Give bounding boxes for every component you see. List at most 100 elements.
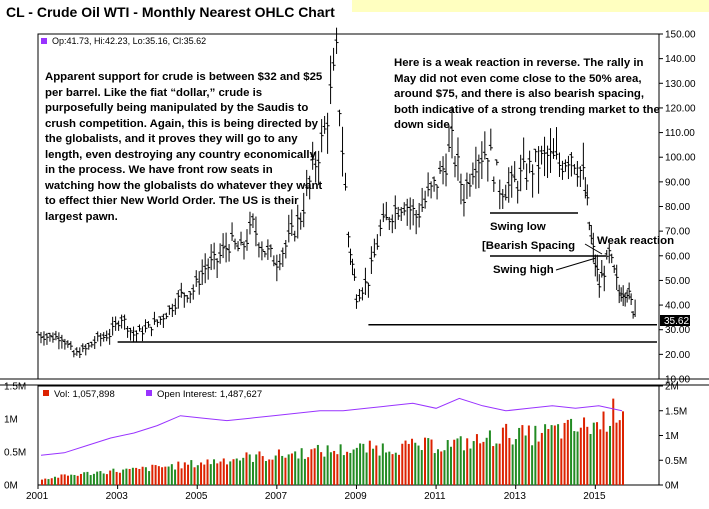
volume-bar	[66, 475, 69, 485]
volume-bar	[235, 458, 238, 485]
volume-bar	[83, 472, 86, 485]
volume-bar	[378, 455, 381, 485]
volume-bar	[157, 466, 160, 485]
volume-bar	[180, 468, 183, 485]
bearish-spacing-label: [Bearish Spacing	[482, 240, 576, 252]
volume-bar	[258, 451, 261, 485]
volume-bar	[436, 449, 439, 485]
volume-bar	[92, 473, 95, 485]
price-bars	[36, 27, 636, 359]
legend-low: Lo:35.16,	[133, 36, 171, 46]
volume-bar	[219, 461, 222, 485]
volume-bar	[281, 455, 284, 485]
last-price-tag	[660, 315, 690, 326]
volume-bar	[251, 461, 254, 485]
volume-bar	[44, 478, 47, 485]
volume-bar	[352, 449, 355, 485]
legend-open: Op:41.73,	[52, 36, 92, 46]
volume-bar	[547, 429, 550, 485]
volume-bar	[456, 438, 459, 485]
volume-bar	[573, 431, 576, 485]
volume-bar	[222, 458, 225, 485]
oi-legend-text: Open Interest: 1,487,627	[157, 389, 262, 400]
price-tick-label: 130.00	[665, 79, 696, 90]
volume-bar	[177, 461, 180, 485]
volume-bar	[209, 464, 212, 485]
price-tick-label: 150.00	[665, 30, 696, 41]
volume-bar	[183, 462, 186, 485]
price-tick-label: 80.00	[665, 202, 690, 213]
volume-bar	[164, 466, 167, 485]
price-tick-label: 30.00	[665, 325, 690, 336]
volume-bar	[290, 453, 293, 485]
volume-bar	[462, 450, 465, 485]
volume-bar	[216, 463, 219, 485]
chart-title: CL - Crude Oil WTI - Monthly Nearest OHL…	[6, 4, 335, 20]
x-tick-label: 2015	[583, 491, 606, 502]
volume-bar	[566, 419, 569, 485]
volume-bar	[540, 432, 543, 485]
price-legend-swatch	[41, 38, 47, 44]
volume-bar	[96, 471, 99, 485]
vol-right-tick-label: 1.5M	[665, 406, 687, 417]
volume-bar	[79, 473, 82, 485]
volume-bar	[589, 433, 592, 485]
volume-bar	[50, 478, 53, 485]
volume-bar	[440, 451, 443, 485]
volume-bar	[420, 450, 423, 485]
volume-bar	[122, 469, 125, 485]
vol-left-tick-label: 0M	[4, 481, 18, 492]
price-tick-label: 140.00	[665, 54, 696, 65]
volume-bar	[73, 474, 76, 485]
volume-bar	[524, 435, 527, 485]
price-tick-label: 20.00	[665, 350, 690, 361]
volume-bar	[326, 445, 329, 485]
volume-bar	[206, 459, 209, 485]
volume-bar	[479, 443, 482, 485]
volume-bar	[170, 464, 173, 485]
volume-y-axis: 1.5M 1M 0.5M 0M 2M 1.5M 1M 0.5M 0M	[4, 382, 687, 492]
volume-bar	[200, 462, 203, 485]
volume-bar	[203, 464, 206, 485]
volume-bar	[570, 418, 573, 485]
price-y-axis: 150.00 140.00 130.00 120.00 110.00 100.00 90.0…	[659, 30, 696, 386]
volume-bar	[394, 452, 397, 485]
x-tick-label: 2007	[265, 491, 288, 502]
volume-bar	[605, 431, 608, 485]
volume-bar	[579, 427, 582, 485]
volume-bar	[333, 450, 336, 485]
volume-bar	[245, 452, 248, 485]
volume-bar	[86, 471, 89, 485]
volume-bar	[131, 467, 134, 485]
volume-bar	[521, 425, 524, 485]
volume-bar	[534, 425, 537, 485]
volume-bar	[430, 439, 433, 485]
price-tick-label: 70.00	[665, 227, 690, 238]
volume-bar	[592, 422, 595, 485]
volume-bar	[453, 439, 456, 485]
volume-bar	[485, 437, 488, 485]
open-interest-line	[40, 397, 623, 456]
volume-bar	[336, 454, 339, 485]
volume-bar	[414, 442, 417, 485]
volume-bar	[226, 464, 229, 485]
volume-bar	[362, 443, 365, 485]
volume-bar	[339, 444, 342, 485]
volume-bar	[294, 451, 297, 485]
volume-bar	[492, 446, 495, 485]
volume-bar	[310, 449, 313, 485]
volume-bar	[514, 439, 517, 485]
volume-bar	[313, 448, 316, 485]
volume-bar	[398, 454, 401, 485]
x-tick-label: 2001	[26, 491, 49, 502]
volume-bar	[138, 468, 141, 485]
volume-bar	[583, 417, 586, 485]
volume-bar	[248, 454, 251, 485]
price-tick-label: 10.00	[665, 375, 690, 386]
volume-bar	[602, 411, 605, 485]
volume-bar	[411, 438, 414, 485]
volume-bar	[443, 450, 446, 485]
right-annotation: Here is a weak reaction in reverse. The …	[394, 57, 660, 131]
price-tick-label: 110.00	[665, 128, 695, 139]
volume-bar	[355, 447, 358, 485]
